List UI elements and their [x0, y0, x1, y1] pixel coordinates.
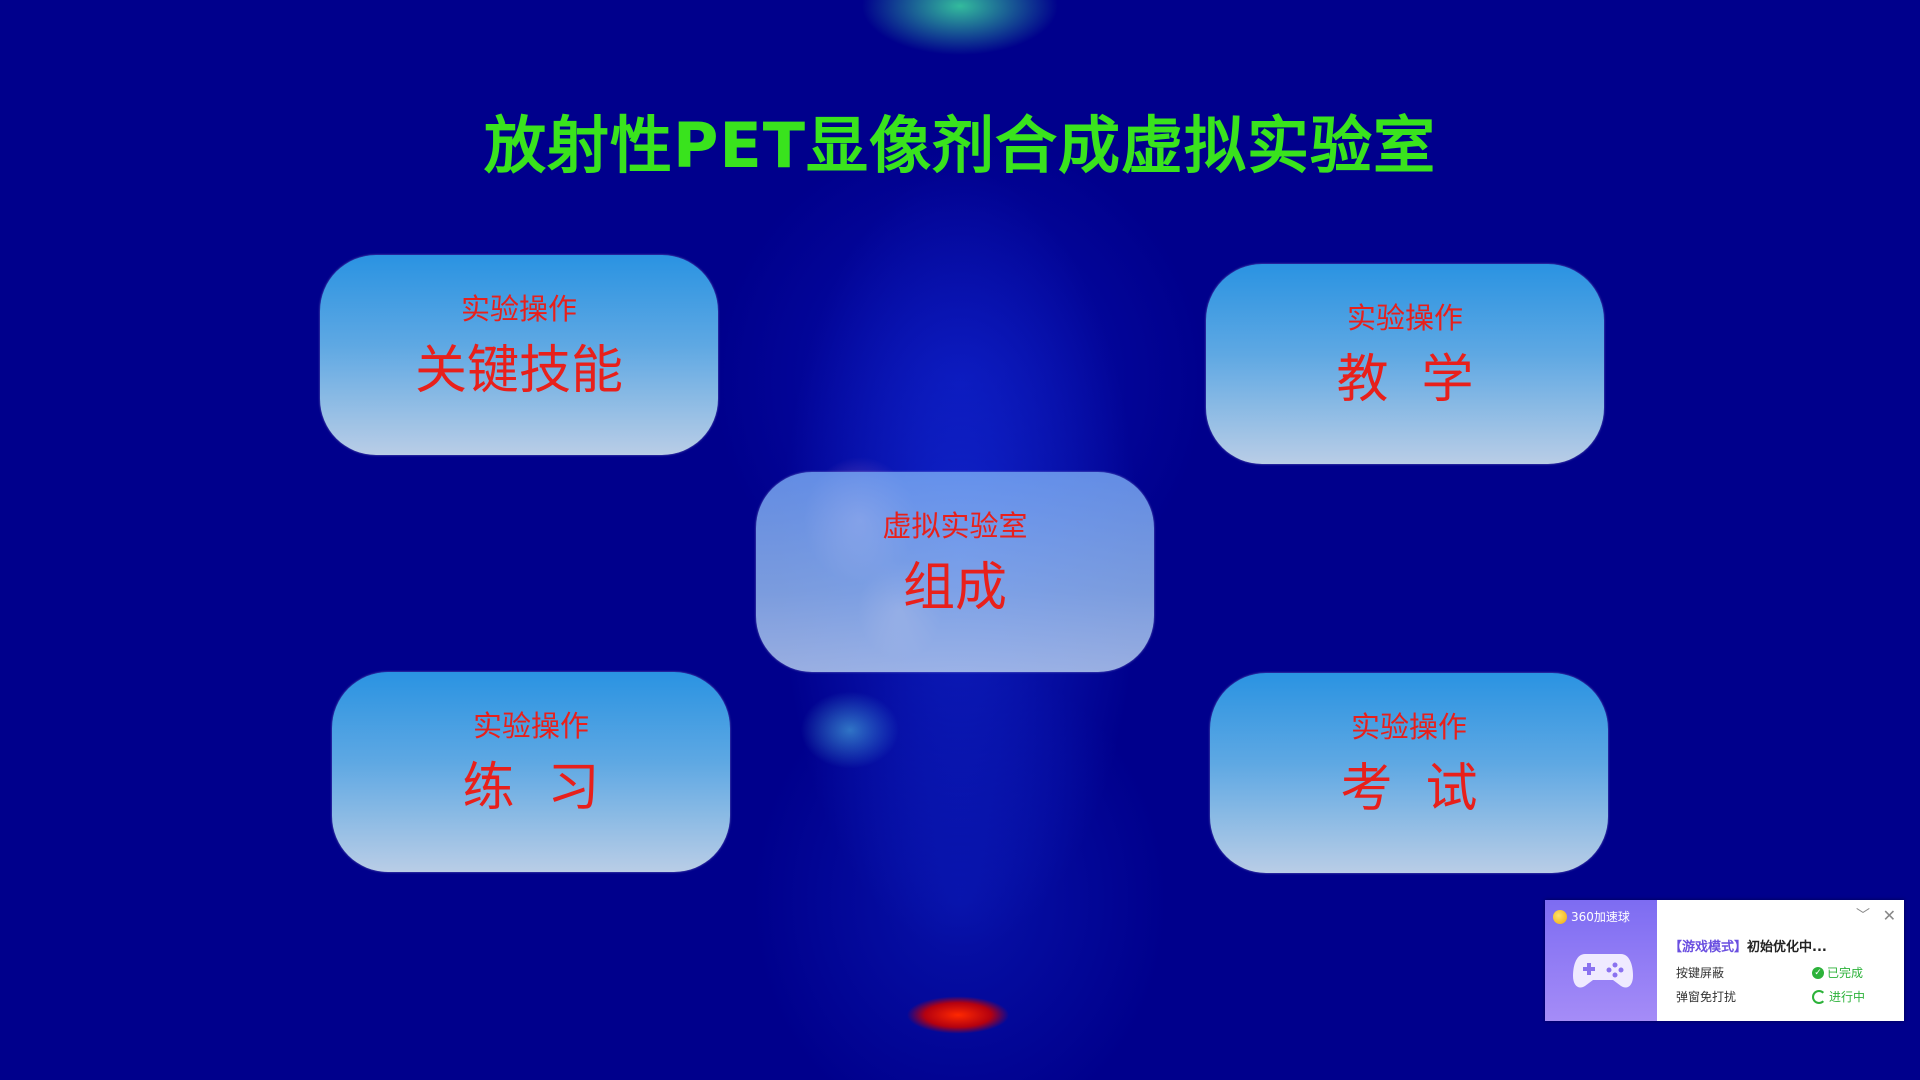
close-icon[interactable]: ✕	[1882, 906, 1896, 925]
popup-headline: 【游戏模式】初始优化中...	[1669, 936, 1827, 955]
card-label: 练 习	[462, 758, 600, 818]
card-subtitle: 实验操作	[1346, 301, 1463, 335]
lab-composition-button[interactable]: 虚拟实验室 组成	[756, 472, 1154, 672]
key-skills-button[interactable]: 实验操作 关键技能	[320, 255, 718, 455]
status-text: 已完成	[1827, 966, 1864, 980]
card-label: 考 试	[1340, 759, 1478, 819]
chevron-down-icon[interactable]: ﹀	[1856, 908, 1870, 924]
practice-button[interactable]: 实验操作 练 习	[332, 672, 730, 872]
page-title: 放射性PET显像剂合成虚拟实验室	[483, 109, 1437, 182]
status-text: 进行中	[1829, 990, 1866, 1004]
card-label: 关键技能	[414, 341, 623, 401]
gamepad-icon	[1573, 954, 1633, 988]
teaching-button[interactable]: 实验操作 教 学	[1206, 264, 1604, 464]
card-subtitle: 实验操作	[460, 292, 577, 326]
card-subtitle: 实验操作	[472, 709, 589, 743]
status-running: 进行中	[1812, 988, 1865, 1005]
spinner-icon	[1812, 989, 1826, 1004]
status-done: ✓ 已完成	[1812, 964, 1863, 981]
mode-label: 【游戏模式】	[1669, 940, 1748, 955]
headline-text: 初始优化中...	[1747, 940, 1827, 955]
popup-brand: 360加速球	[1553, 908, 1630, 925]
popup-sidebar: 360加速球	[1545, 900, 1657, 1021]
card-subtitle: 实验操作	[1350, 710, 1467, 744]
check-icon: ✓	[1812, 966, 1824, 979]
card-label: 组成	[902, 558, 1007, 618]
accelerator-popup: 360加速球 ﹀ ✕ 【游戏模式】初始优化中... 按键屏蔽 ✓ 已完成 弹窗免…	[1545, 900, 1904, 1021]
row-label: 弹窗免打扰	[1676, 990, 1737, 1004]
card-subtitle: 虚拟实验室	[882, 509, 1028, 543]
accelerator-logo-icon	[1553, 909, 1567, 924]
card-label: 教 学	[1336, 350, 1474, 410]
row-label: 按键屏蔽	[1676, 966, 1725, 980]
exam-button[interactable]: 实验操作 考 试	[1210, 673, 1608, 873]
brand-label: 360加速球	[1571, 910, 1630, 924]
